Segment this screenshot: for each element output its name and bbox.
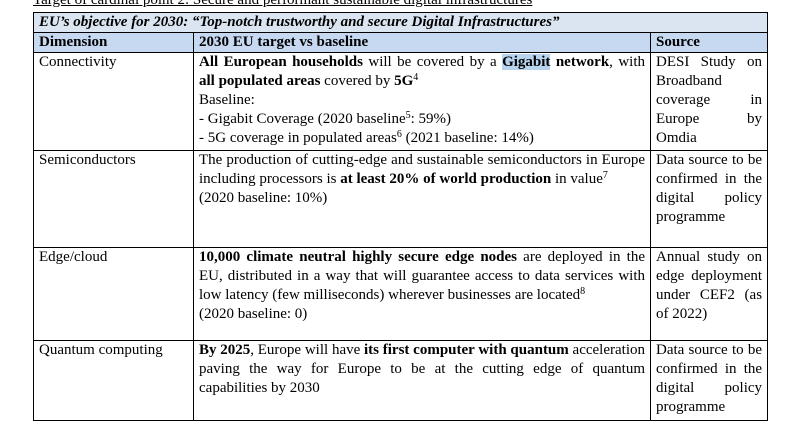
target-paragraph: (2020 baseline: 10%) [199,189,645,208]
text-run: network [550,54,610,70]
text-run: (2021 baseline: 14%) [401,130,534,146]
table-row: Edge/cloud 10,000 climate neutral highly … [33,247,769,341]
table-body: EU’s objective for 2030: “Top-notch trus… [32,12,769,421]
text-run: All European households [199,54,363,70]
objective-row: EU’s objective for 2030: “Top-notch trus… [32,12,769,33]
footnote-ref: 7 [602,170,608,181]
objective: EU’s objective for 2030: “Top-notch trus… [32,12,769,33]
objective-table: EU’s objective for 2030: “Top-notch trus… [32,12,769,421]
target-paragraph: - Gigabit Coverage (2020 baseline5: 59%) [199,110,645,129]
text-run: acceleration paving the way for Europe t… [199,342,645,396]
dimension: Semiconductors [33,150,194,248]
dimension: Quantum computing [33,340,194,421]
text-run: - Gigabit Coverage (2020 baseline [199,111,406,127]
text-run: , Europe will have [250,342,365,358]
text-run: covered by [320,73,395,89]
table-row: Quantum computing By 2025, Europe will ha… [33,340,769,421]
text-run: (2020 baseline: 0) [199,306,308,322]
text-run: are deployed in the EU, distributed in a… [199,249,645,303]
target-paragraph: By 2025, Europe will have its first comp… [199,342,645,399]
text-run: Gigabit [502,54,551,70]
text-run: all populated areas [199,73,321,89]
column-header: 2030 EU target vs baseline [193,32,651,53]
text-run: 10,000 climate neutral highly secure edg… [199,249,517,265]
page: Target of cardinal point 2: Secure and p… [32,0,769,421]
target: By 2025, Europe will have its first comp… [193,340,651,421]
text-run: - 5G coverage in populated areas [199,130,397,146]
footnote-ref: 5 [405,110,411,121]
text-run: at least 20% of world production [340,171,552,187]
header-row: Dimension 2030 EU target vs baseline Sou… [33,32,769,53]
text-run: The production of cutting-edge and susta… [199,152,645,187]
footnote-ref: 6 [396,129,402,140]
column-header: Source [649,32,769,53]
text-run: , with [609,54,646,70]
target-paragraph: (2020 baseline: 0) [199,305,645,324]
target-paragraph: Baseline: [199,91,645,110]
target-paragraph: - 5G coverage in populated areas6 (2021 … [199,129,645,148]
text-run: By 2025 [199,342,251,358]
text-run: will be covered by a [362,54,503,70]
target: The production of cutting-edge and susta… [193,150,651,248]
text-run: in value [551,171,603,187]
source: DESI Study on Broadband coverage in Euro… [649,52,769,151]
source: Annual study on edge deployment under CE… [649,247,769,341]
text-run: : 59%) [410,111,452,127]
footnote-ref: 4 [413,72,419,83]
footnote-ref: 8 [580,286,586,297]
column-header: Dimension [33,32,194,53]
dimension: Edge/cloud [33,247,194,341]
table-row: Connectivity All European households will… [33,52,769,151]
text-run: its first computer with quantum [364,342,569,358]
target-paragraph: The production of cutting-edge and susta… [199,152,645,190]
text-run: Baseline: [199,92,255,108]
text-run: (2020 baseline: 10%) [199,190,328,206]
target-paragraph: All European households will be covered … [199,54,646,92]
dimension: Connectivity [33,52,194,151]
table-row: Semiconductors The production of cutting-… [33,150,769,248]
target-paragraph: 10,000 climate neutral highly secure edg… [199,249,645,306]
target: All European households will be covered … [193,52,651,151]
target: 10,000 climate neutral highly secure edg… [193,247,651,341]
source: Data source to be confirmed in the digit… [649,150,769,248]
source: Data source to be confirmed in the digit… [649,340,769,421]
heading: Target of cardinal point 2: Secure and p… [33,0,533,8]
text-run: 5G [394,73,414,89]
